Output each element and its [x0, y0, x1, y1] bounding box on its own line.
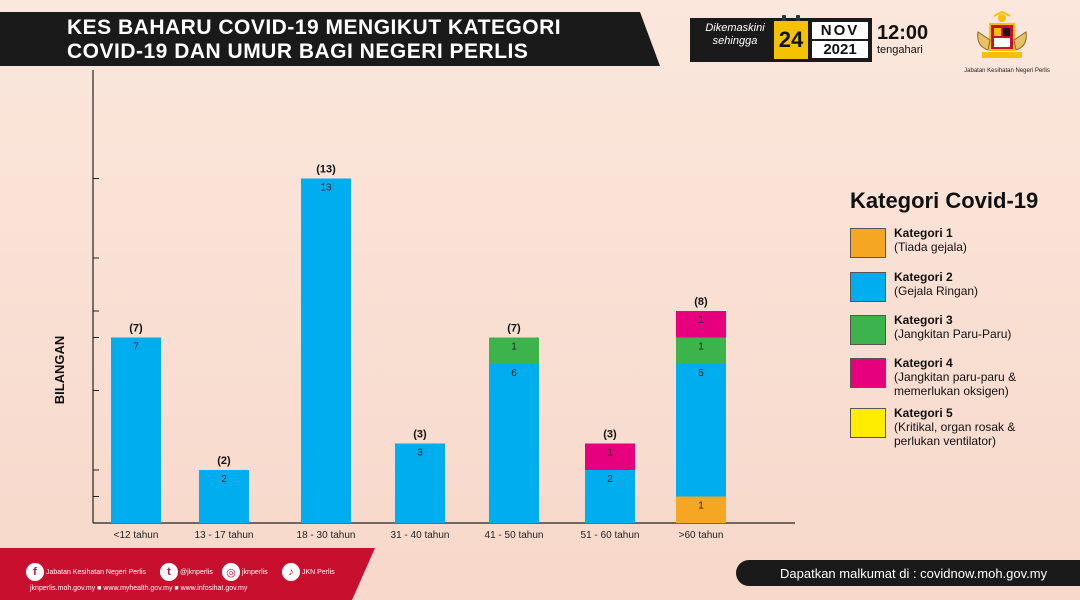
bar-segment [585, 443, 635, 470]
legend-swatch [850, 272, 886, 302]
logo-caption: Jabatan Kesihatan Negeri Perlis [964, 68, 1050, 74]
segment-value-label: 2 [221, 474, 227, 485]
bar-segment [301, 178, 351, 523]
bar-total-label: (2) [217, 455, 231, 467]
legend-item-desc: (Tiada gejala) [894, 240, 967, 254]
bar-total-label: (13) [316, 164, 336, 176]
social-link[interactable]: t @jknperlis [160, 562, 213, 582]
social-link[interactable]: ♪ JKN Perlis [282, 562, 335, 582]
segment-value-label: 1 [607, 448, 613, 459]
bar-segment [199, 470, 249, 523]
twitter-icon: t [160, 563, 178, 581]
legend-item-name: Kategori 3 [894, 313, 953, 327]
segment-value-label: 13 [320, 183, 332, 194]
y-axis-label-text: BILANGAN [52, 336, 67, 405]
legend-item-name: Kategori 2 [894, 270, 953, 284]
x-tick-label: 31 - 40 tahun [391, 530, 450, 541]
bar-segment [676, 311, 726, 338]
instagram-icon: ◎ [222, 563, 240, 581]
legend-item-desc: (Kritikal, organ rosak & perlukan ventil… [894, 420, 1016, 448]
segment-value-label: 1 [511, 342, 517, 353]
footer-info-banner [736, 560, 1080, 586]
social-link-label: @jknperlis [180, 568, 213, 576]
tiktok-icon: ♪ [282, 563, 300, 581]
bar-segment [395, 443, 445, 523]
bar-segment [111, 337, 161, 523]
update-time: 12:00 [877, 22, 929, 44]
segment-value-label: 2 [607, 474, 613, 485]
legend-item-desc: (Jangkitan Paru-Paru) [894, 327, 1012, 341]
bar-total-label: (3) [603, 429, 617, 441]
title-line-2: COVID-19 DAN UMUR BAGI NEGERI PERLIS [67, 40, 529, 63]
segment-value-label: 6 [511, 368, 517, 379]
title-line-1: KES BAHARU COVID-19 MENGIKUT KATEGORI [67, 16, 562, 39]
x-tick-label: 18 - 30 tahun [297, 530, 356, 541]
social-link[interactable]: f Jabatan Kesihatan Negeri Perlis [26, 562, 146, 582]
legend-swatch [850, 408, 886, 438]
segment-value-label: 5 [698, 368, 704, 379]
segment-value-label: 1 [698, 501, 704, 512]
legend-item-name: Kategori 4 [894, 356, 953, 370]
legend-swatch [850, 315, 886, 345]
bar-segment [489, 337, 539, 364]
x-tick-label: >60 tahun [679, 530, 724, 541]
segment-value-label: 7 [133, 342, 139, 353]
social-link-label: JKN Perlis [302, 568, 335, 576]
update-day: 24 [774, 21, 808, 59]
bar-total-label: (7) [129, 323, 143, 335]
title-banner [0, 12, 660, 66]
social-link-label: jknperlis [242, 568, 268, 576]
legend-swatch [850, 358, 886, 388]
update-year: 2021 [812, 41, 868, 58]
facebook-icon: f [26, 563, 44, 581]
legend-item-name: Kategori 1 [894, 226, 953, 240]
update-label: Dikemaskini sehingga [696, 22, 774, 48]
legend-item-name: Kategori 5 [894, 406, 953, 420]
segment-value-label: 1 [698, 342, 704, 353]
segment-value-label: 3 [417, 448, 423, 459]
bar-segment [676, 496, 726, 523]
x-tick-label: 51 - 60 tahun [581, 530, 640, 541]
bar-segment [676, 364, 726, 497]
social-link-label: Jabatan Kesihatan Negeri Perlis [46, 568, 147, 576]
chart-bars [111, 178, 726, 523]
legend-title: Kategori Covid-19 [850, 188, 1039, 213]
legend-item-desc: (Gejala Ringan) [894, 284, 979, 298]
x-tick-label: 13 - 17 tahun [195, 530, 254, 541]
y-axis-label: BILANGAN [52, 336, 67, 405]
bar-segment [585, 470, 635, 523]
bar-segment [489, 364, 539, 523]
update-month: NOV [812, 22, 868, 39]
social-link[interactable]: ◎ jknperlis [222, 562, 268, 582]
bar-total-label: (7) [507, 323, 521, 335]
update-label-line-2: sehingga [712, 35, 758, 47]
coat-of-arms-icon [977, 10, 1027, 58]
legend-item-desc: (Jangkitan paru-paru & memerlukan oksige… [894, 370, 1017, 398]
update-time-label: tengahari [877, 44, 923, 56]
bar-segment [676, 337, 726, 364]
legend-swatch [850, 228, 886, 258]
footer-info-text[interactable]: Dapatkan malkumat di : covidnow.moh.gov.… [780, 566, 1048, 581]
page-title: KES BAHARU COVID-19 MENGIKUT KATEGORI CO… [67, 16, 627, 64]
x-tick-label: <12 tahun [114, 530, 159, 541]
update-label-line-1: Dikemaskini [705, 22, 765, 34]
bar-total-label: (3) [413, 429, 427, 441]
bar-total-label: (8) [694, 296, 708, 308]
segment-value-label: 1 [698, 315, 704, 326]
footer-social-banner [0, 548, 375, 600]
footer-websites[interactable]: jknperlis.moh.gov.my ■ www.myhealth.gov.… [30, 585, 248, 592]
x-tick-label: 41 - 50 tahun [485, 530, 544, 541]
